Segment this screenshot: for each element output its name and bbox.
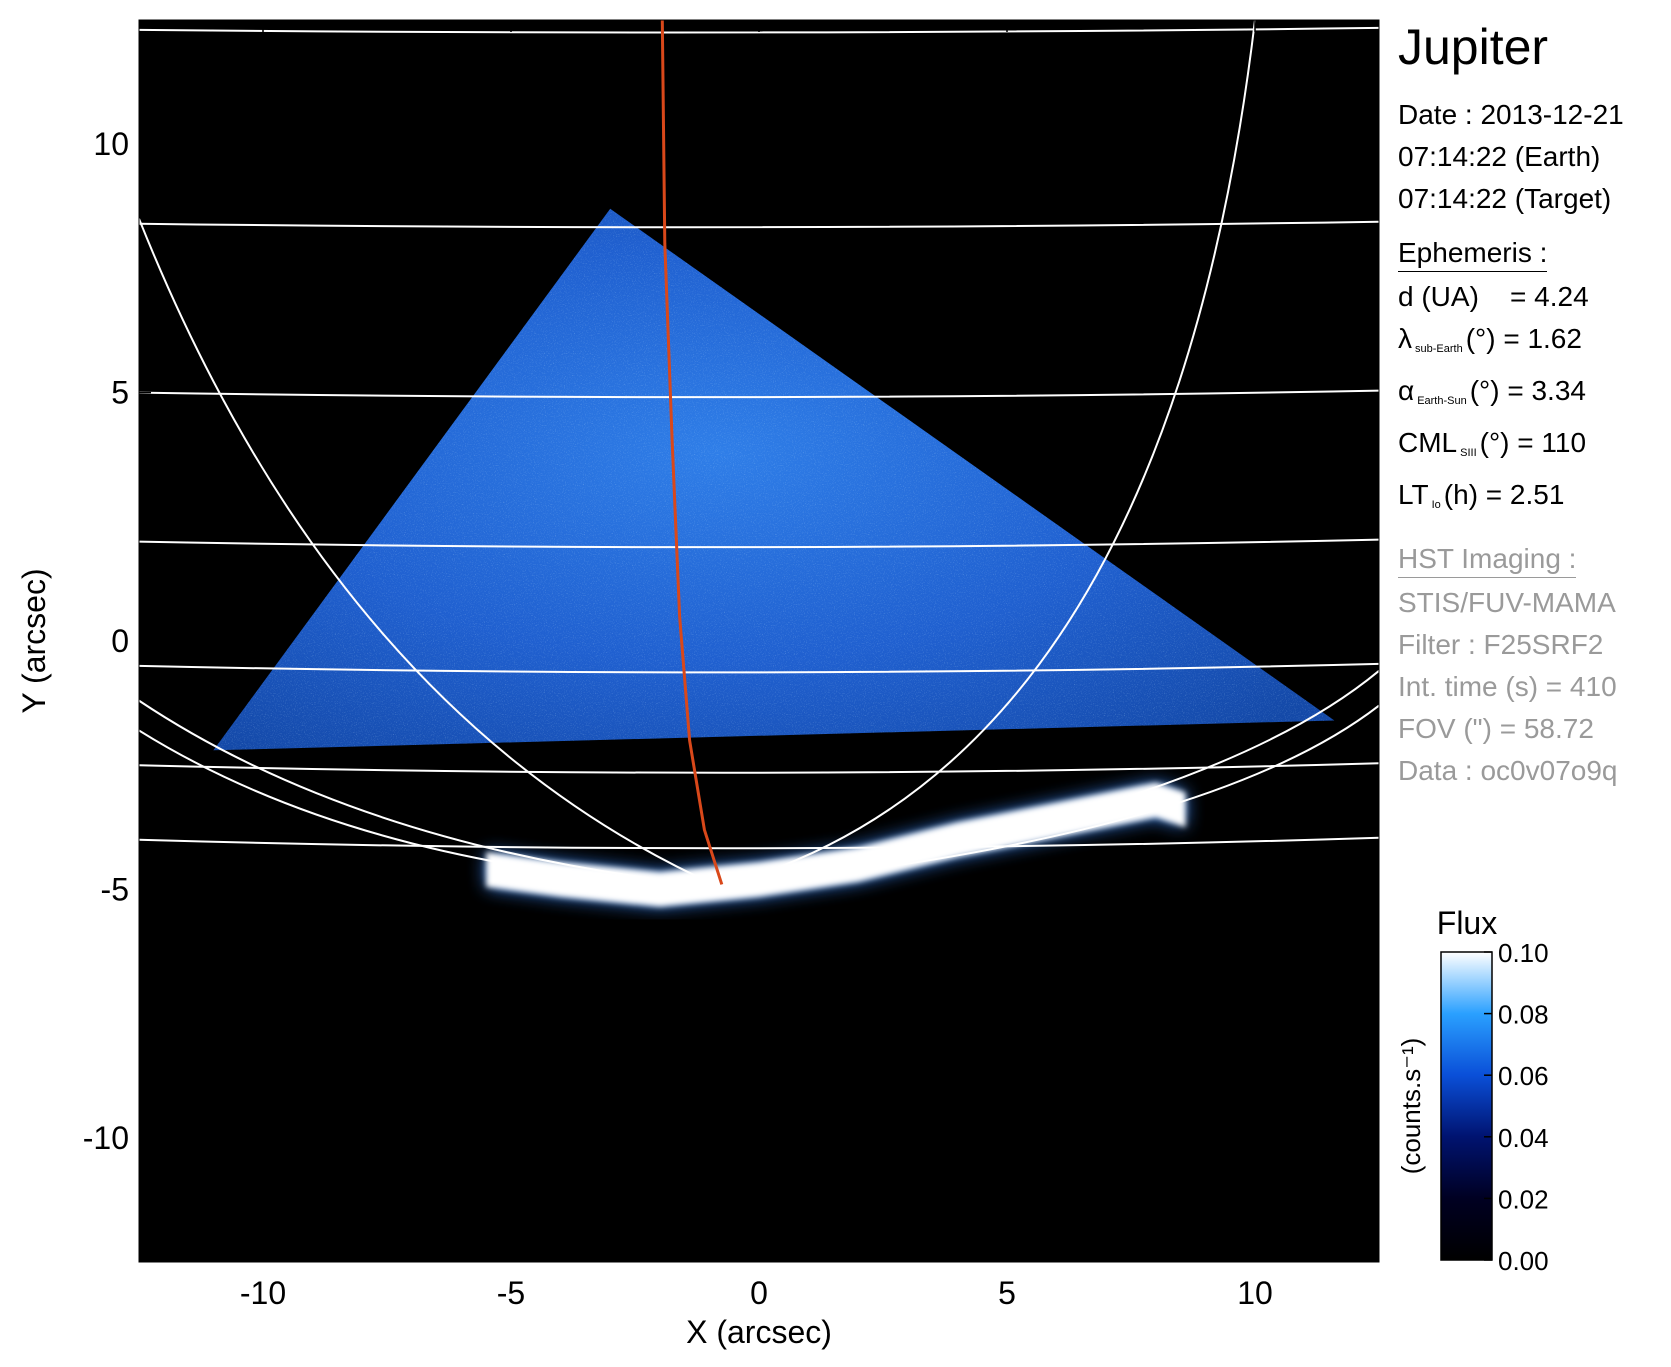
y-axis-ticks: -10 -5 0 5 10 <box>83 126 151 1156</box>
phase-angle-row: α Earth-Sun (°) = 3.34 <box>1398 370 1668 422</box>
distance-row: d (UA) = 4.24 <box>1398 276 1668 318</box>
lt-value: (h) = 2.51 <box>1443 479 1565 510</box>
exposure-region <box>213 208 1335 751</box>
colorbar-title: Flux <box>1437 905 1497 941</box>
distance-label: d (UA) <box>1398 281 1479 312</box>
data-id-text: Data : oc0v07o9q <box>1398 755 1618 786</box>
aurora-core <box>486 782 1186 907</box>
longitude-line <box>139 218 720 888</box>
local-time-row: LT Io (h) = 2.51 <box>1398 474 1668 526</box>
alpha-subscript: Earth-Sun <box>1417 395 1467 407</box>
longitude-line <box>719 704 1379 888</box>
colorbar-tick-label: 0.04 <box>1498 1123 1549 1153</box>
exposure-noise <box>213 208 1335 751</box>
y-tick-label: 5 <box>111 375 129 411</box>
lambda-value: (°) = 1.62 <box>1465 323 1582 354</box>
fov-text: FOV (") = 58.72 <box>1398 713 1594 744</box>
longitude-line <box>139 729 720 888</box>
latitude-line <box>139 662 1379 674</box>
lambda-symbol: λ <box>1398 323 1412 354</box>
time-earth-text: 07:14:22 (Earth) <box>1398 141 1601 172</box>
colorbar-tick-label: 0.08 <box>1498 1000 1549 1030</box>
x-axis-label: X (arcsec) <box>686 1314 832 1350</box>
cml-value: (°) = 110 <box>1479 427 1587 458</box>
latitude-line <box>139 389 1379 399</box>
longitude-grid <box>139 20 1379 888</box>
latitude-line <box>139 762 1379 774</box>
hst-imaging-header: HST Imaging : <box>1398 541 1577 578</box>
y-tick-label: -10 <box>83 1120 129 1156</box>
cml-subscript: SIII <box>1460 447 1477 459</box>
x-tick-label: 0 <box>750 1275 768 1311</box>
x-tick-label: 10 <box>1237 1275 1273 1311</box>
colorbar <box>1440 951 1493 1261</box>
x-tick-label: -5 <box>497 1275 525 1311</box>
latitude-line <box>139 836 1379 850</box>
y-tick-label: 10 <box>93 126 129 162</box>
latitude-line <box>139 220 1379 229</box>
instrument-text: STIS/FUV-MAMA <box>1398 587 1616 618</box>
alpha-symbol: α <box>1398 375 1415 406</box>
x-axis-ticks: -10 -5 0 5 10 <box>240 20 1273 1311</box>
alpha-value: (°) = 3.34 <box>1469 375 1586 406</box>
colorbar-tick-label: 0.10 <box>1498 938 1549 968</box>
colorbar-tick-label: 0.06 <box>1498 1061 1549 1091</box>
cml-row: CML SIII (°) = 110 <box>1398 422 1668 474</box>
time-target-text: 07:14:22 (Target) <box>1398 183 1612 214</box>
cml-label: CML <box>1398 427 1458 458</box>
sub-earth-latitude-row: λ sub-Earth (°) = 1.62 <box>1398 318 1668 370</box>
latitude-grid <box>139 26 1379 850</box>
colorbar-ticks: 0.00 0.02 0.04 0.06 0.08 0.10 <box>1484 938 1549 1276</box>
y-axis-label: Y (arcsec) <box>16 568 52 713</box>
colorbar-tick-label: 0.02 <box>1498 1184 1549 1214</box>
y-tick-label: 0 <box>111 623 129 659</box>
auroral-emission <box>486 782 1186 907</box>
info-panel: Jupiter Date : 2013-12-21 07:14:22 (Eart… <box>1398 18 1668 792</box>
longitude-line <box>719 670 1379 888</box>
longitude-line <box>139 699 720 888</box>
date-text: Date : 2013-12-21 <box>1398 99 1624 130</box>
filter-text: Filter : F25SRF2 <box>1398 629 1604 660</box>
integration-time-text: Int. time (s) = 410 <box>1398 671 1617 702</box>
planet-title: Jupiter <box>1398 19 1549 75</box>
x-tick-label: -10 <box>240 1275 286 1311</box>
lambda-subscript: sub-Earth <box>1415 343 1463 355</box>
y-tick-label: -5 <box>101 871 129 907</box>
latitude-line <box>139 538 1379 549</box>
distance-value: = 4.24 <box>1510 281 1589 312</box>
latitude-line <box>139 26 1379 34</box>
io-footpath-line <box>660 20 724 885</box>
colorbar-tick-label: 0.00 <box>1498 1246 1549 1276</box>
lt-label: LT <box>1398 479 1429 510</box>
lt-subscript: Io <box>1431 499 1441 511</box>
colorbar-unit-label: (counts.s⁻¹) <box>1396 1038 1426 1175</box>
x-tick-label: 5 <box>998 1275 1016 1311</box>
ephemeris-header: Ephemeris : <box>1398 235 1548 272</box>
longitude-line <box>719 20 1256 888</box>
